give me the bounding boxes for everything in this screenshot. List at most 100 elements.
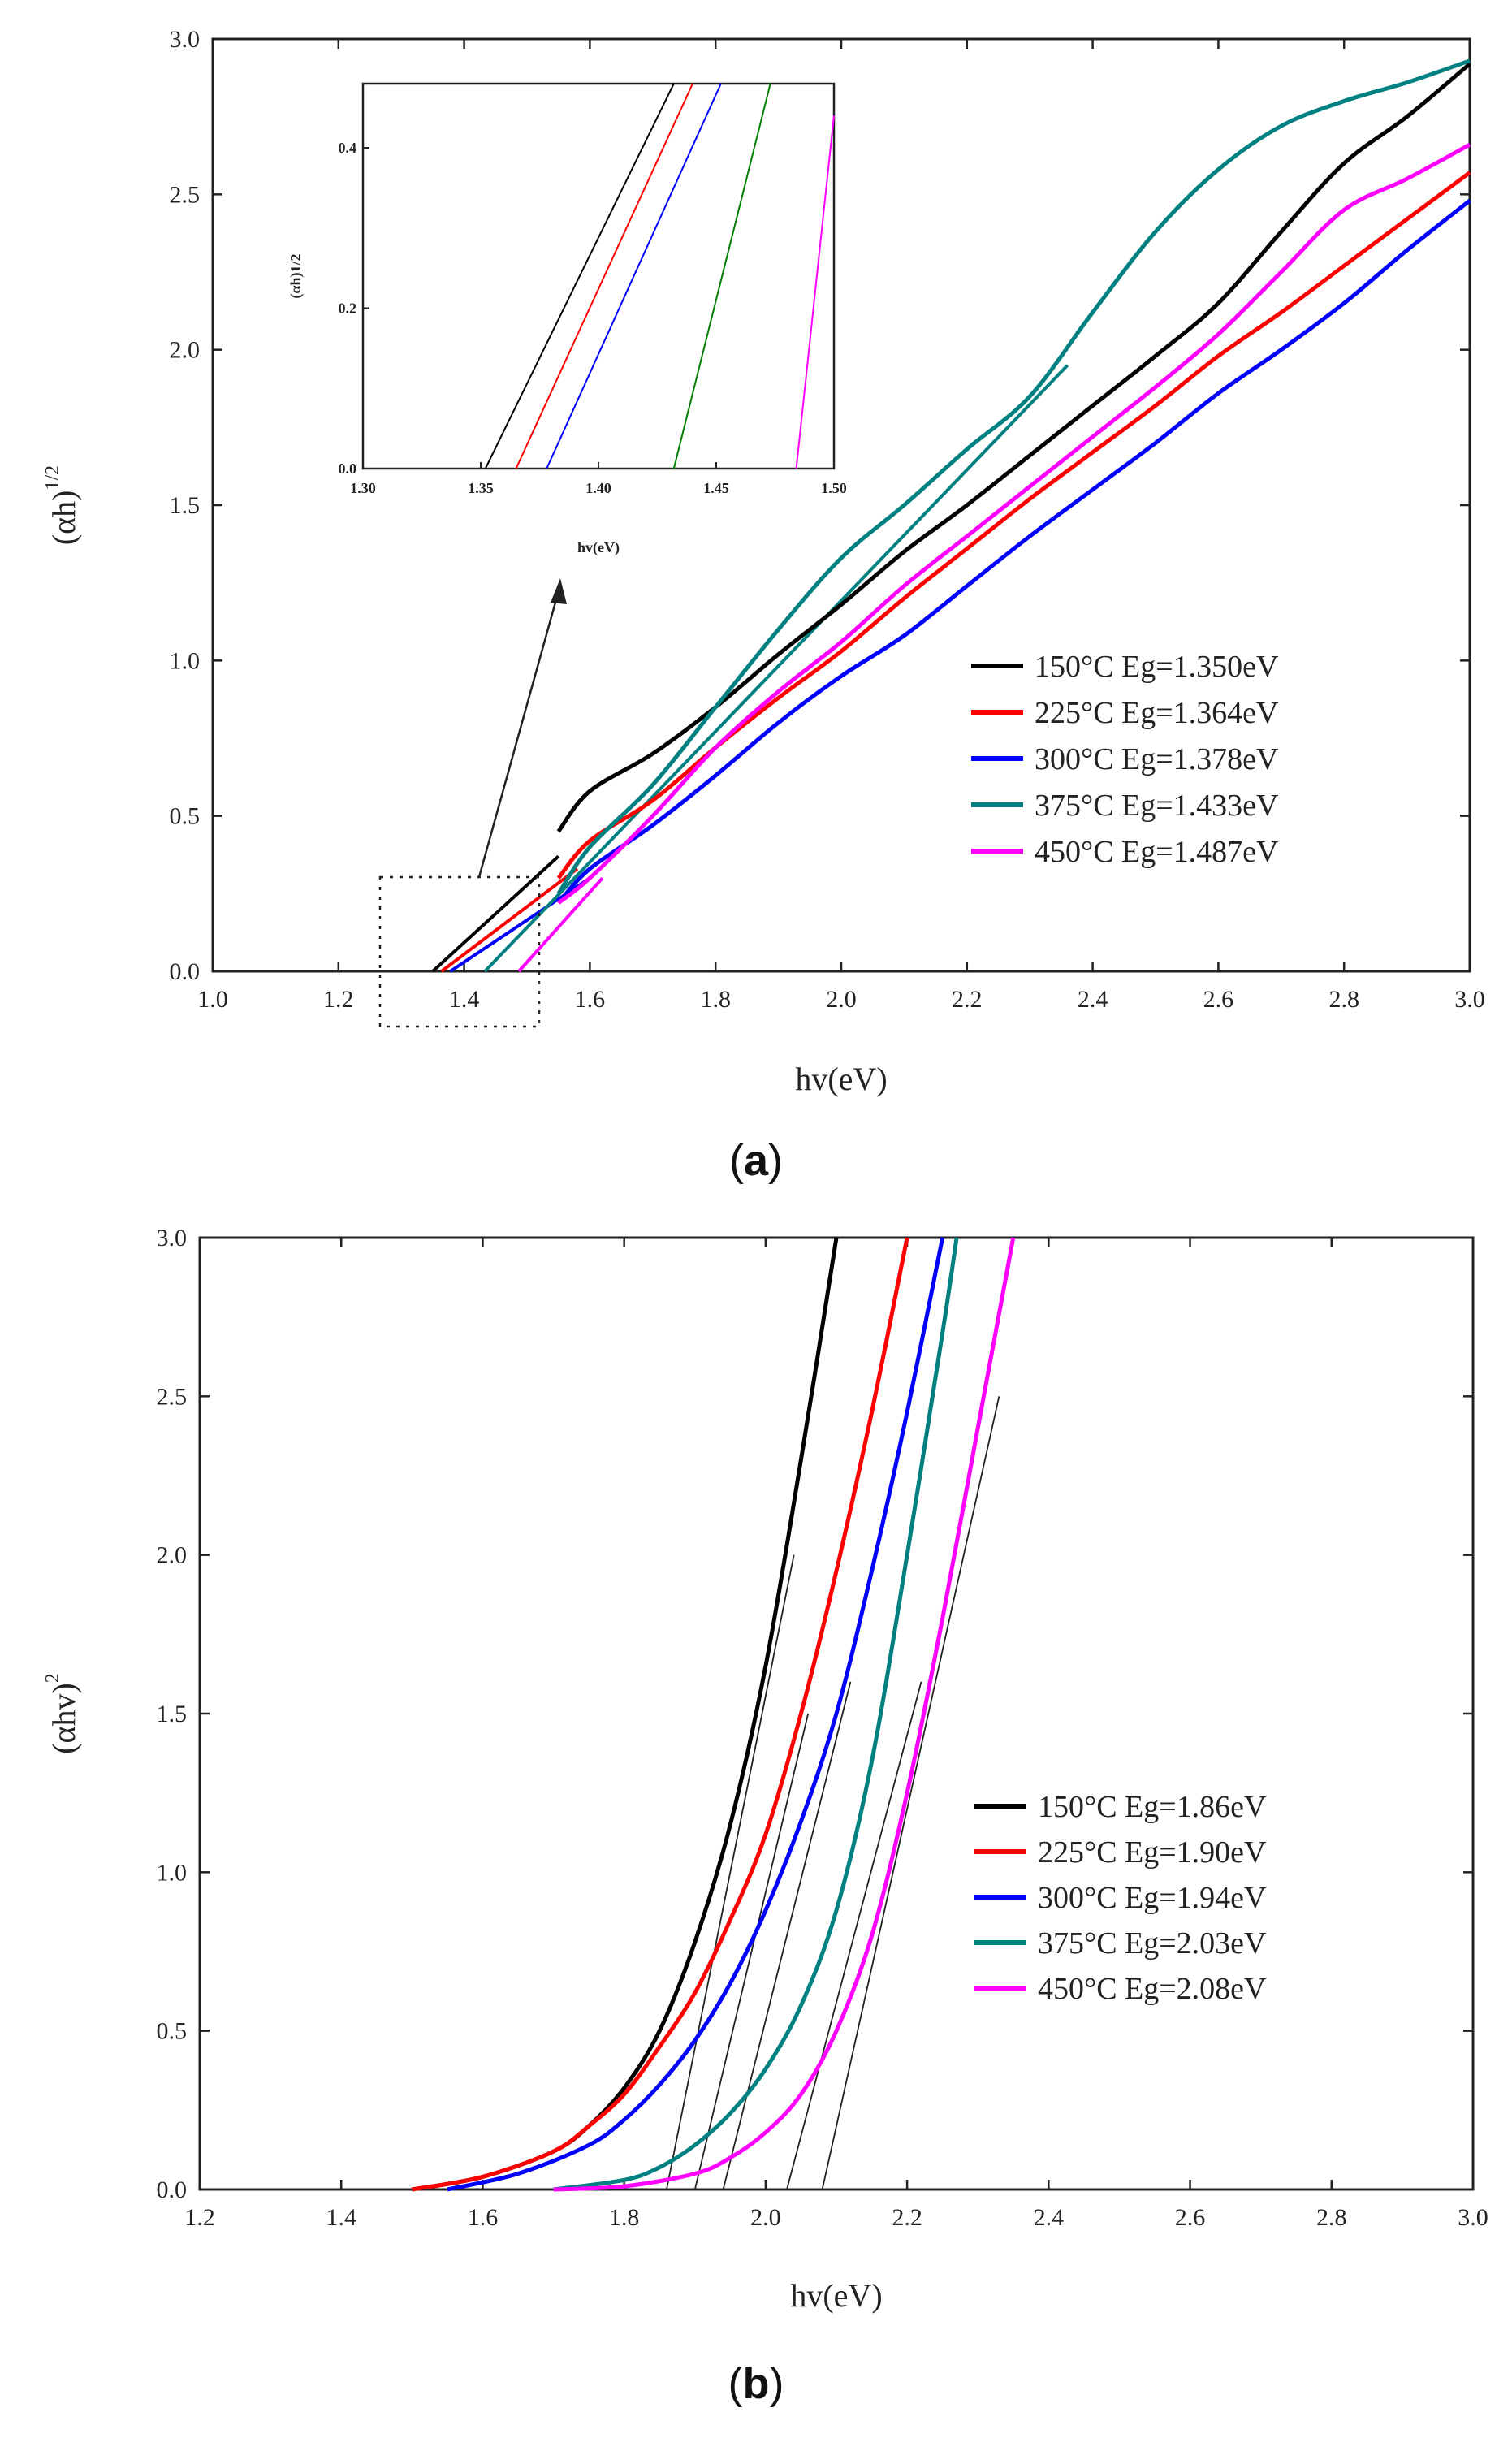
panel-b-y-axis: 0.0 0.5 1.0 1.5 2.0 2.5 3.0	[157, 1225, 1473, 2203]
fit-line	[666, 1554, 795, 2190]
x-tick-label: 1.8	[609, 2204, 640, 2231]
fit-line	[786, 1681, 922, 2190]
panel-b-y-label-main: (αhv)	[45, 1683, 82, 1754]
x-tick-label: 2.2	[892, 2204, 922, 2231]
x-tick-label: 2.4	[1078, 986, 1108, 1013]
panel-a-label-letter: a	[743, 1136, 769, 1185]
legend-label: 225°C Eg=1.364eV	[1035, 696, 1279, 730]
panel-a-label: (a)	[728, 1136, 783, 1185]
legend-label: 375°C Eg=1.433eV	[1035, 789, 1279, 823]
inset-y-label: (αh)1/2	[287, 253, 305, 298]
series-line-225C	[411, 1237, 909, 2192]
x-tick-label: 1.6	[468, 2204, 499, 2231]
y-tick-label: 2.5	[170, 181, 201, 208]
x-tick-label: 1.2	[323, 986, 354, 1013]
y-tick-label: 3.0	[170, 26, 201, 53]
panel-b-legend: 150°C Eg=1.86eV 225°C Eg=1.90eV 300°C Eg=1…	[974, 1790, 1267, 2006]
series-line-225C	[556, 171, 1471, 880]
series-line-375C	[553, 1237, 959, 2192]
panel-b-fit-lines	[666, 1396, 1000, 2190]
x-tick-label: 1.4	[449, 986, 480, 1013]
legend-label: 300°C Eg=1.378eV	[1035, 742, 1279, 776]
inset-line	[672, 83, 771, 469]
panel-b-x-axis: 1.2 1.4 1.6 1.8 2.0 2.2 2.4 2.6 2.8 3.0	[184, 1238, 1488, 2231]
inset-x-axis: 1.30 1.35 1.40 1.45 1.50	[350, 462, 847, 496]
panel-a-x-label: hv(eV)	[795, 1061, 887, 1097]
inset-x-tick-label: 1.40	[585, 480, 611, 496]
y-tick-label: 2.0	[157, 1542, 188, 1569]
y-tick-label: 1.0	[157, 1859, 188, 1886]
series-line-300C	[556, 199, 1471, 905]
inset-lines	[484, 83, 835, 469]
inset-line	[484, 83, 675, 469]
inset-x-label: hv(eV)	[577, 539, 620, 556]
legend-label: 150°C Eg=1.86eV	[1038, 1790, 1267, 1824]
inset-x-tick-label: 1.50	[821, 480, 847, 496]
x-tick-label: 1.0	[197, 986, 228, 1013]
panel-a-zoom-arrow	[477, 584, 562, 878]
panel-b-chart: 0.0 0.5 1.0 1.5 2.0 2.5 3.0 1.2 1.4 1.6 1.8 2.0 2.2…	[42, 1225, 1488, 2314]
y-tick-label: 0.0	[170, 958, 201, 985]
series-line-150C	[556, 62, 1471, 833]
series-line-375C	[556, 58, 1471, 895]
panel-a-legend: 150°C Eg=1.350eV 225°C Eg=1.364eV 300°C Eg…	[971, 650, 1279, 869]
x-tick-label: 1.4	[326, 2204, 356, 2231]
series-line-450C	[557, 142, 1471, 905]
panel-a-zoom-box	[378, 875, 541, 1028]
panel-a-x-axis: 1.0 1.2 1.4 1.6 1.8 2.0 2.2 2.4 2.6 2.8 3.0	[197, 39, 1485, 1013]
y-tick-label: 2.0	[170, 337, 201, 364]
inset-y-axis: 0.0 0.2 0.4	[339, 140, 369, 477]
panel-b-label: (b)	[728, 2359, 784, 2408]
legend-label: 225°C Eg=1.90eV	[1038, 1835, 1267, 1870]
panel-a-inset: 0.0 0.2 0.4 1.30 1.35 1.40 1.45 1.50 hv(eV) (α…	[287, 82, 847, 556]
inset-x-tick-label: 1.30	[350, 480, 376, 496]
x-tick-label: 3.0	[1454, 986, 1485, 1013]
series-line-150C	[411, 1237, 839, 2192]
panel-b-series	[411, 1237, 1016, 2192]
x-tick-label: 2.0	[750, 2204, 781, 2231]
inset-y-tick-label: 0.2	[339, 300, 357, 317]
panel-a-series	[556, 58, 1471, 905]
series-line-450C	[553, 1237, 1016, 2192]
legend-label: 450°C Eg=2.08eV	[1038, 1972, 1267, 2006]
panel-b-y-label-sup: 2	[42, 1673, 63, 1683]
x-tick-label: 2.2	[952, 986, 983, 1013]
x-tick-label: 2.0	[826, 986, 857, 1013]
x-tick-label: 3.0	[1458, 2204, 1488, 2231]
inset-line	[515, 83, 693, 469]
panel-a-chart: 0.0 0.5 1.0 1.5 2.0 2.5 3.0 1.0 1.2 1.4 1.6 1.8 2.0…	[42, 26, 1485, 1097]
panel-b-y-label: (αhv)2	[42, 1673, 82, 1754]
y-tick-label: 2.5	[157, 1383, 188, 1410]
inset-x-tick-label: 1.35	[468, 480, 494, 496]
fit-line	[517, 876, 604, 973]
x-tick-label: 1.2	[184, 2204, 215, 2231]
panel-a-y-label: (αh)1/2	[42, 465, 82, 545]
inset-plot-area	[361, 82, 836, 470]
inset-x-tick-label: 1.45	[703, 480, 729, 496]
y-tick-label: 1.5	[157, 1701, 188, 1727]
inset-line	[546, 83, 722, 469]
panel-a-y-label-sup: 1/2	[42, 465, 63, 491]
fit-line	[693, 1713, 810, 2190]
panel-a-y-axis: 0.0 0.5 1.0 1.5 2.0 2.5 3.0	[170, 26, 1470, 985]
fit-line	[821, 1396, 1000, 2190]
y-tick-label: 1.5	[170, 492, 201, 519]
y-tick-label: 3.0	[157, 1225, 188, 1251]
y-tick-label: 0.5	[157, 2018, 188, 2045]
panel-a-y-label-main: (αh)	[45, 491, 82, 546]
y-tick-label: 0.0	[157, 2176, 188, 2203]
y-tick-label: 0.5	[170, 803, 201, 830]
legend-label: 150°C Eg=1.350eV	[1035, 650, 1279, 684]
x-tick-label: 2.6	[1203, 986, 1234, 1013]
panel-a-zoom-arrowhead	[551, 578, 567, 604]
series-line-300C	[447, 1237, 945, 2192]
x-tick-label: 1.8	[700, 986, 731, 1013]
x-tick-label: 2.8	[1328, 986, 1359, 1013]
legend-label: 450°C Eg=1.487eV	[1035, 835, 1279, 869]
x-tick-label: 2.6	[1175, 2204, 1206, 2231]
legend-label: 375°C Eg=2.03eV	[1038, 1926, 1267, 1960]
inset-y-tick-label: 0.4	[339, 140, 357, 156]
y-tick-label: 1.0	[170, 647, 201, 674]
panel-b-x-label: hv(eV)	[790, 2277, 882, 2314]
